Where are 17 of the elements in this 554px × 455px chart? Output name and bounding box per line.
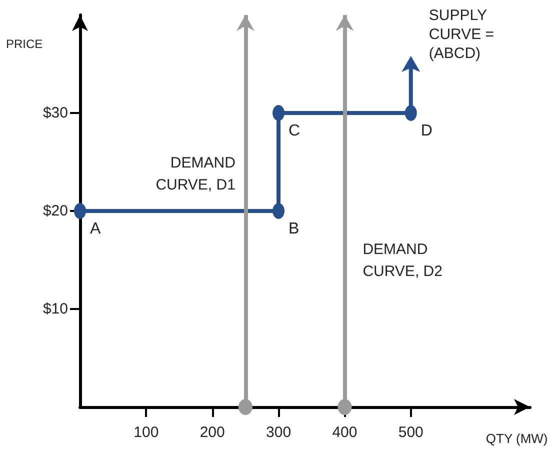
x-tick-label: 400 <box>332 424 358 441</box>
x-tick-label: 300 <box>266 424 292 441</box>
y-tick-label: $10 <box>42 300 68 318</box>
x-tick-label: 200 <box>200 424 225 441</box>
ref-line-label: DEMAND CURVE, D2 <box>362 240 442 280</box>
annotation: C <box>288 122 300 140</box>
y-axis-title: PRICE <box>6 37 43 51</box>
x-tick-label: 100 <box>134 424 159 441</box>
annotation: A <box>90 220 101 238</box>
annotation: D <box>420 122 432 140</box>
y-tick-label: $30 <box>42 104 68 122</box>
x-tick-label: 500 <box>398 424 424 441</box>
x-axis-title: QTY (MW) <box>486 431 548 446</box>
ref-line-label: DEMAND CURVE, D1 <box>156 154 236 194</box>
annotation: B <box>288 220 300 238</box>
y-tick-label: $20 <box>42 202 68 220</box>
series-label: SUPPLY CURVE = (ABCD) <box>428 7 494 62</box>
